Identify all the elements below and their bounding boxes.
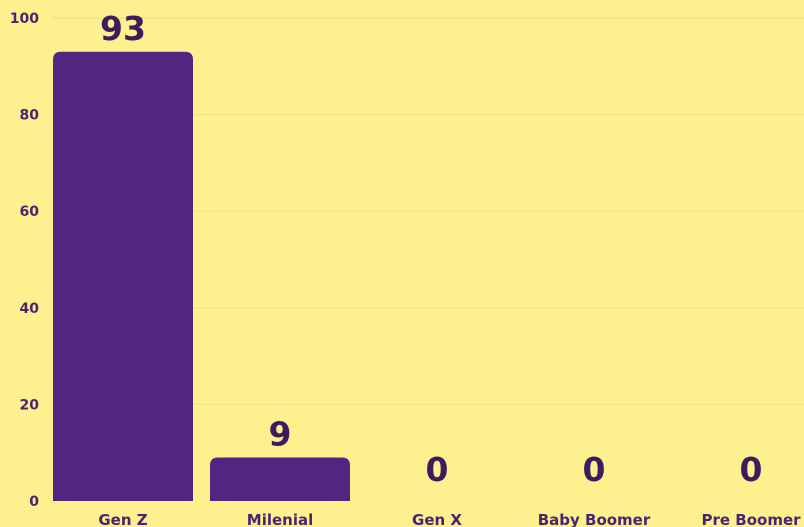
- x-category-label: Pre Boomer: [701, 511, 801, 527]
- bar-gen-z: [53, 51, 193, 502]
- y-tick-label: 60: [20, 204, 40, 220]
- x-category-label: Gen Z: [98, 511, 147, 527]
- bars: [53, 51, 350, 502]
- y-tick-label: 0: [29, 494, 39, 510]
- data-label: 0: [740, 450, 763, 489]
- y-axis-ticks: 0 20 40 60 80 100: [10, 11, 39, 510]
- y-tick-label: 100: [10, 11, 39, 27]
- y-tick-label: 80: [20, 108, 40, 124]
- data-labels: 93 9 0 0 0: [100, 9, 762, 489]
- x-axis-categories: Gen Z Milenial Gen X Baby Boomer Pre Boomer: [98, 511, 801, 527]
- data-label: 0: [426, 450, 449, 489]
- data-label: 93: [100, 9, 146, 48]
- x-category-label: Baby Boomer: [538, 511, 651, 527]
- x-category-label: Gen X: [412, 511, 462, 527]
- y-tick-label: 20: [20, 397, 40, 413]
- data-label: 9: [269, 415, 292, 454]
- bar-milenial: [210, 457, 350, 501]
- x-category-label: Milenial: [247, 511, 313, 527]
- data-label: 0: [583, 450, 606, 489]
- y-tick-label: 40: [20, 301, 40, 317]
